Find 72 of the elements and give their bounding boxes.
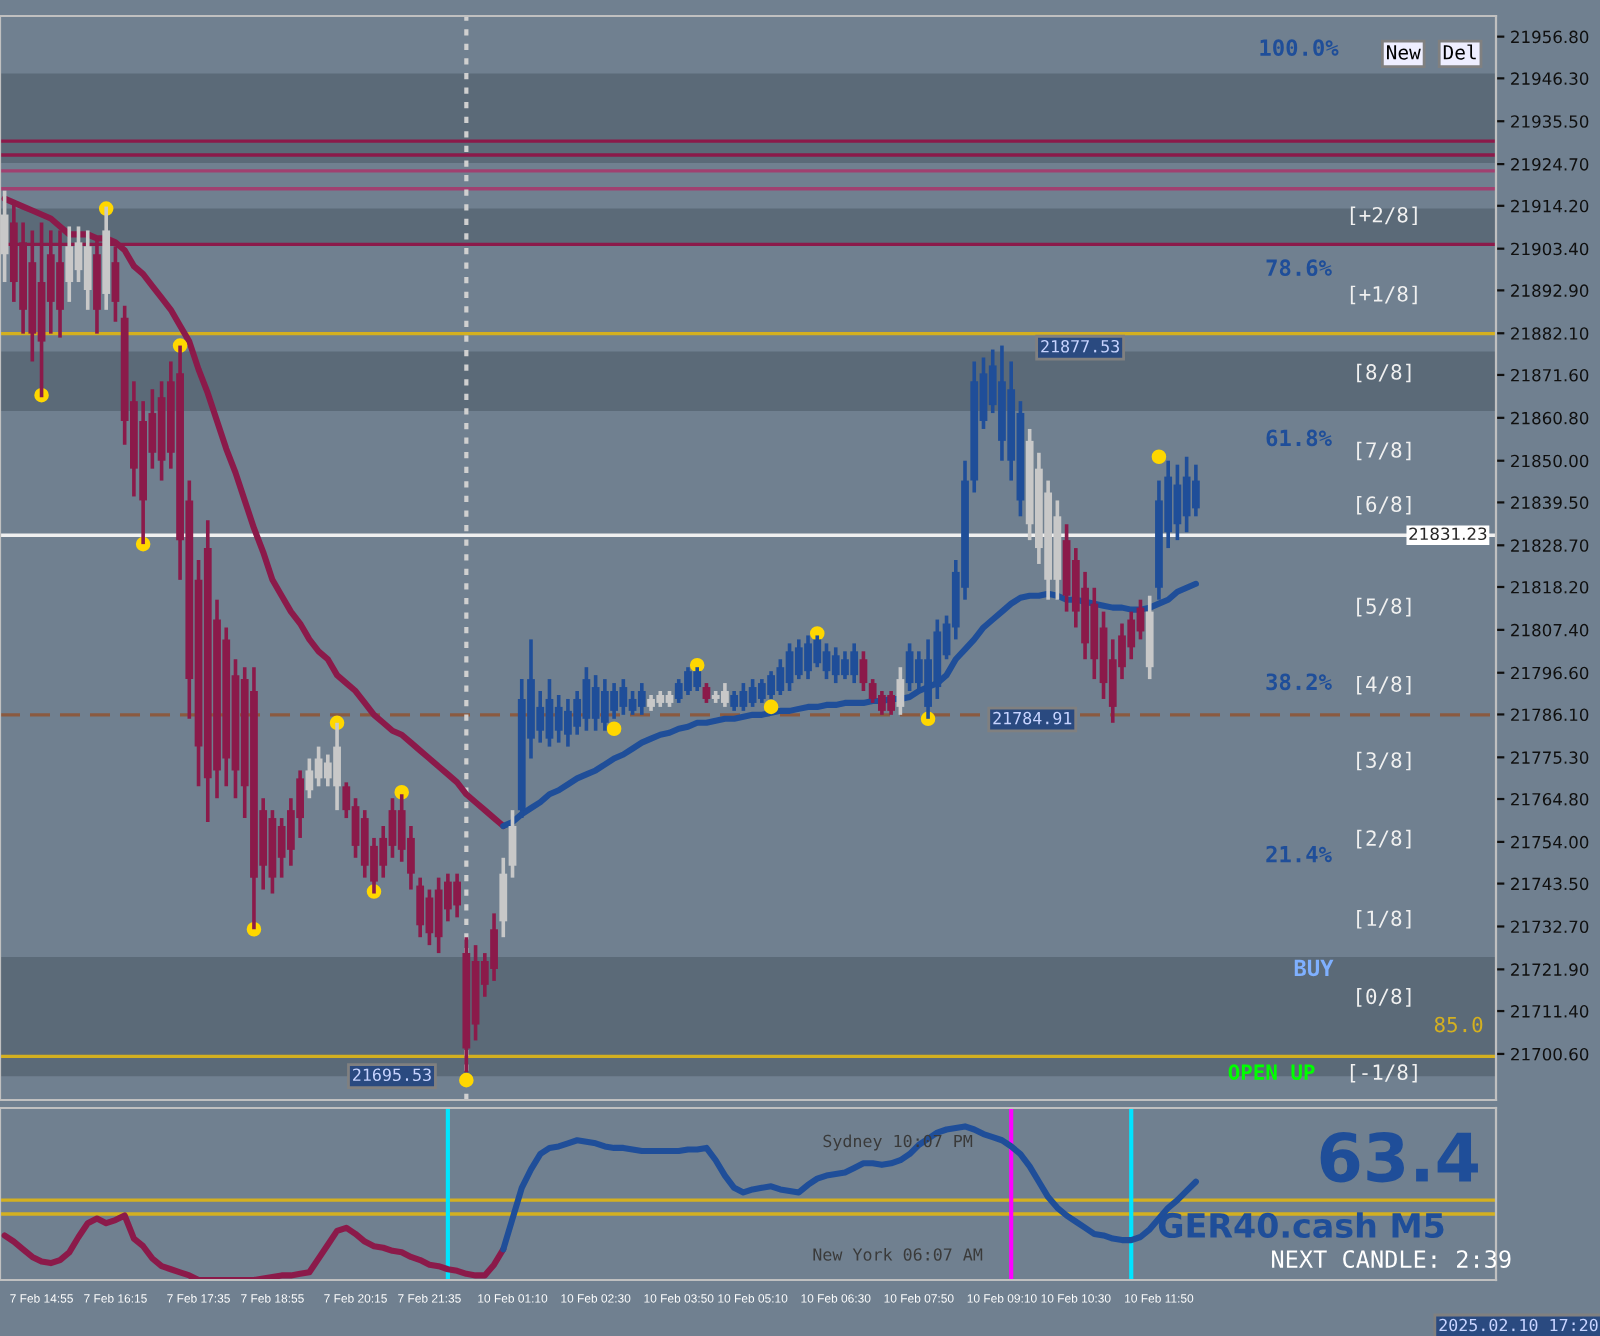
annotation: [+2/8]	[1350, 206, 1417, 226]
candlestick	[702, 681, 711, 705]
annotation: [5/8]	[1357, 597, 1411, 617]
y-tick-label: 21871.60	[1511, 368, 1589, 382]
candlestick	[730, 689, 739, 713]
candlestick	[111, 244, 120, 324]
annotation: 63.4	[1320, 1131, 1478, 1183]
candlestick	[499, 855, 508, 940]
candlestick	[896, 665, 905, 717]
y-tick-label: 21807.40	[1511, 623, 1589, 637]
text: 2025.02.10 17:20	[1439, 1318, 1598, 1332]
y-tick-label: 21764.80	[1511, 792, 1589, 806]
annotation: Del	[1443, 44, 1476, 60]
annotation: New York 06:07 AM	[813, 1247, 983, 1261]
annotation: 85.0	[1434, 1016, 1483, 1033]
annotation: [-1/8]	[1350, 1063, 1417, 1083]
y-tick-label: 21860.80	[1511, 411, 1589, 425]
annotation: [+1/8]	[1350, 285, 1417, 305]
annotation: [3/8]	[1357, 751, 1411, 771]
annotation: 21784.91	[993, 711, 1072, 725]
annotation: [4/8]	[1357, 675, 1411, 695]
point	[1151, 449, 1167, 465]
annotation: 38.2%	[1266, 673, 1332, 691]
annotation: [6/8]	[1357, 495, 1411, 515]
point	[459, 1072, 474, 1088]
candlestick	[1145, 593, 1154, 681]
y-tick-label: 21946.30	[1511, 72, 1589, 85]
annotation: [7/8]	[1357, 441, 1411, 461]
y-tick-label: 21828.70	[1511, 539, 1589, 552]
y-tick-label: 21786.10	[1511, 708, 1589, 722]
candlestick	[1191, 462, 1200, 519]
annotation: [0/8]	[1357, 988, 1411, 1007]
annotation: 21695.53	[353, 1068, 431, 1082]
annotation: GER40.cash M5	[1158, 1212, 1444, 1239]
annotation: 78.6%	[1266, 259, 1332, 277]
y-tick-label: 21935.50	[1511, 115, 1589, 128]
y-tick-label: 21775.30	[1511, 751, 1589, 764]
annotation: New	[1387, 45, 1421, 60]
y-tick-label: 21839.50	[1511, 496, 1589, 509]
y-tick-label: 21796.60	[1511, 666, 1589, 680]
y-tick-label: 21711.40	[1511, 1005, 1589, 1018]
y-tick-label: 21924.70	[1511, 158, 1589, 171]
candlestick	[508, 808, 517, 880]
annotation: [2/8]	[1357, 829, 1411, 849]
annotation: 100.0%	[1260, 39, 1339, 57]
y-tick-label: 21956.80	[1511, 30, 1589, 44]
y-tick-label: 21754.00	[1511, 835, 1589, 849]
candlestick	[859, 649, 868, 693]
annotation: [8/8]	[1357, 363, 1411, 383]
candlestick	[305, 756, 314, 801]
y-tick-label: 21732.70	[1511, 920, 1589, 934]
y-tick-label: 21818.20	[1511, 580, 1589, 594]
point	[606, 721, 622, 737]
y-tick-label: 21903.40	[1511, 242, 1589, 256]
ref-line-label: 21831.23	[1409, 527, 1487, 541]
y-tick-label: 21850.00	[1511, 454, 1589, 468]
annotation: 61.8%	[1266, 429, 1332, 447]
annotation: 21877.53	[1041, 339, 1119, 353]
y-tick-label: 21914.20	[1511, 199, 1589, 213]
y-tick-label: 21700.60	[1511, 1047, 1589, 1061]
y-tick-label: 21892.90	[1511, 284, 1589, 297]
candlestick	[65, 224, 74, 304]
y-tick-label: 21743.50	[1511, 877, 1589, 891]
annotation: 21.4%	[1266, 845, 1332, 863]
candlestick	[83, 228, 92, 312]
candlestick	[637, 681, 646, 717]
annotation: BUY	[1294, 959, 1334, 977]
point	[763, 699, 779, 715]
annotation: OPEN UP	[1228, 1064, 1315, 1081]
y-tick-label: 21882.10	[1511, 327, 1589, 340]
annotation: [1/8]	[1357, 910, 1411, 929]
y-tick-label: 21721.90	[1511, 963, 1589, 976]
